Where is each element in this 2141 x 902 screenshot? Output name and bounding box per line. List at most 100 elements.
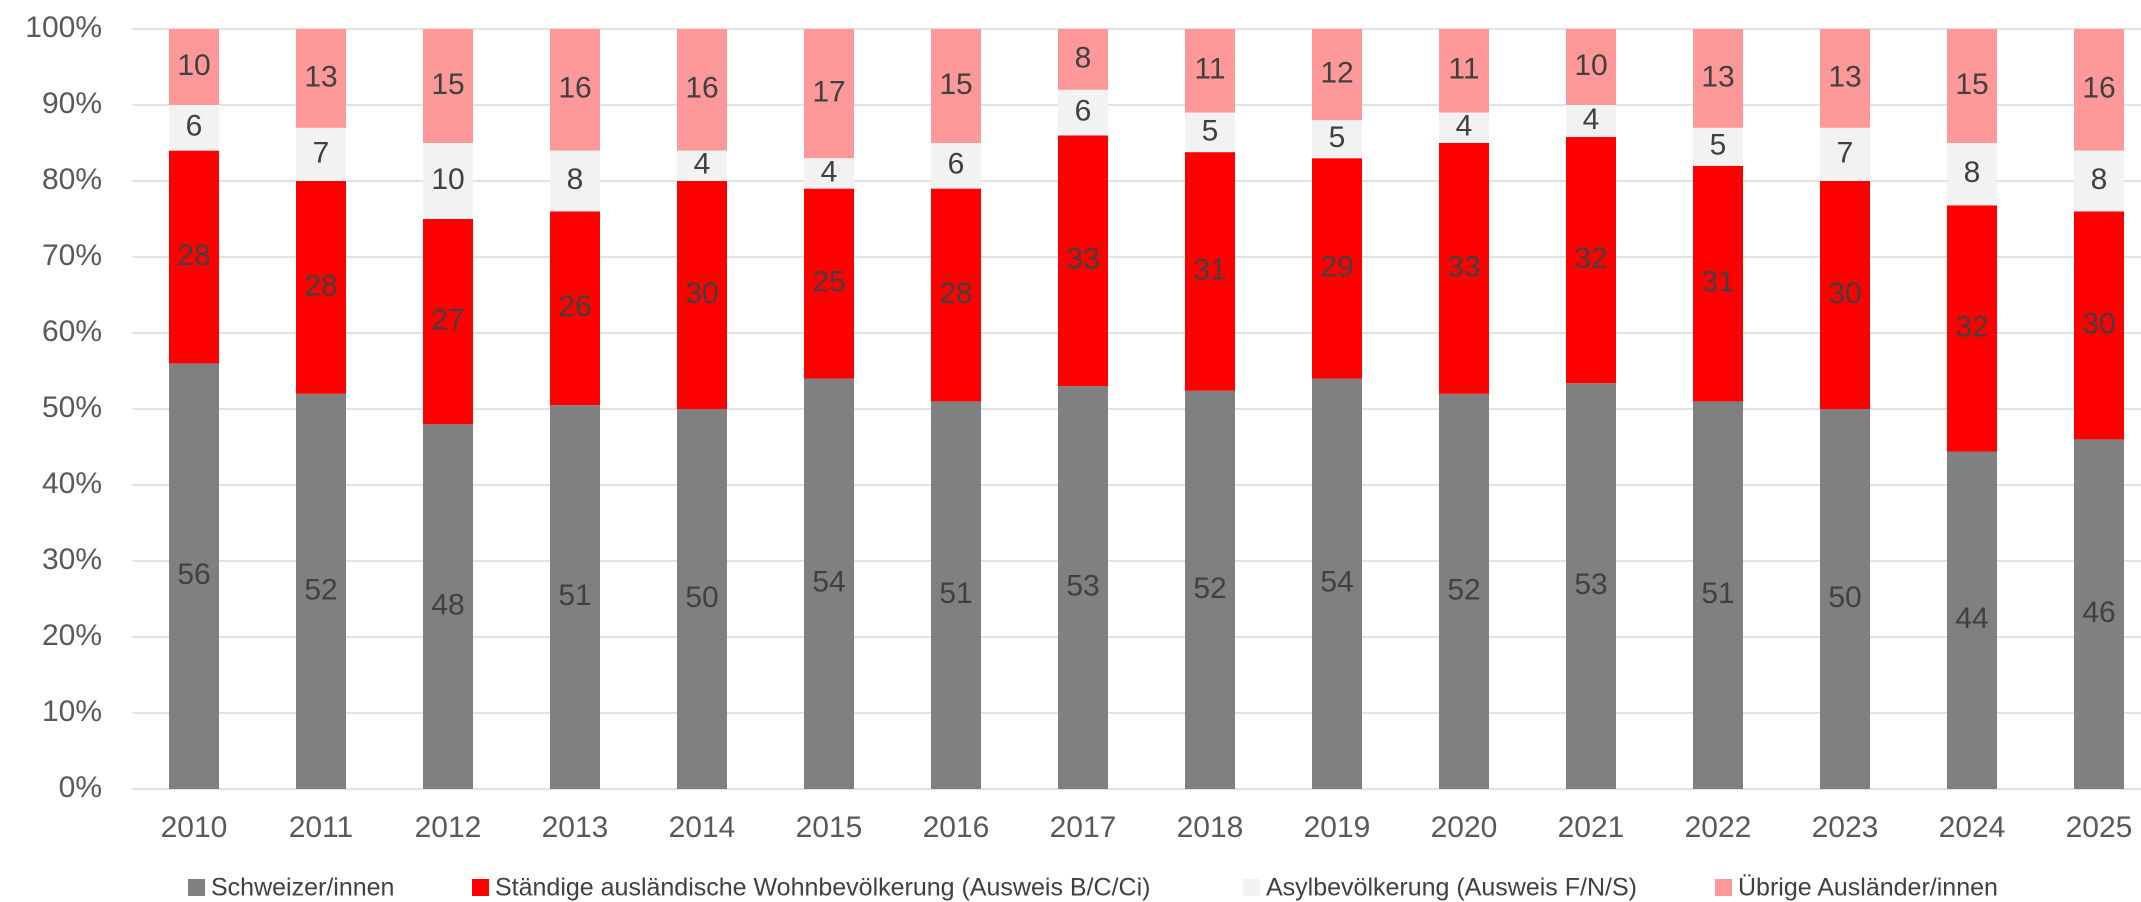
data-label: 52 [1447, 573, 1480, 606]
data-label: 16 [685, 72, 718, 105]
data-label: 32 [1574, 242, 1607, 275]
bar-segment [1820, 127, 1870, 181]
bar-segment [296, 127, 346, 181]
bar-segment [1312, 158, 1362, 379]
bar-segment [423, 219, 473, 425]
bar-segment [169, 363, 219, 789]
data-label: 30 [2082, 307, 2115, 340]
data-label: 7 [313, 136, 330, 169]
bar-segment [1693, 401, 1743, 789]
data-label: 5 [1202, 114, 1219, 147]
bar-segment [423, 29, 473, 143]
x-tick-label: 2017 [1050, 811, 1117, 844]
data-label: 29 [1320, 250, 1353, 283]
bar-segment [1185, 152, 1235, 391]
bar-segment [1312, 120, 1362, 159]
data-label: 26 [558, 290, 591, 323]
data-label: 25 [812, 266, 845, 299]
data-label: 10 [431, 163, 464, 196]
bar-segment [1312, 378, 1362, 789]
y-tick-label: 0% [59, 771, 102, 804]
bar-segment [1058, 135, 1108, 387]
data-label: 27 [431, 304, 464, 337]
data-label: 15 [939, 68, 972, 101]
y-tick-label: 90% [42, 87, 102, 120]
data-label: 4 [1583, 103, 1600, 136]
bar-segment [423, 424, 473, 789]
y-tick-label: 70% [42, 239, 102, 272]
x-tick-label: 2024 [1939, 811, 2006, 844]
y-tick-label: 60% [42, 315, 102, 348]
bar-segment [2074, 150, 2124, 212]
x-tick-label: 2021 [1558, 811, 1625, 844]
legend-swatch [1715, 879, 1732, 896]
data-label: 10 [177, 49, 210, 82]
bar-segment [677, 29, 727, 151]
bar-segment [296, 29, 346, 128]
bar-segment [1820, 181, 1870, 409]
data-label: 13 [304, 60, 337, 93]
bar-segment [2074, 439, 2124, 789]
bar-segment [169, 29, 219, 105]
data-label: 11 [1448, 53, 1479, 86]
bar-segment [931, 29, 981, 143]
legend-label: Ständige ausländische Wohnbevölkerung (A… [495, 874, 1150, 902]
data-label: 5 [1329, 121, 1346, 154]
data-label: 6 [948, 148, 965, 181]
data-label: 15 [1955, 68, 1988, 101]
bar-segment [1439, 143, 1489, 394]
data-label: 28 [177, 239, 210, 272]
bar-segment [1947, 205, 1997, 452]
y-tick-label: 100% [25, 11, 102, 44]
data-label: 4 [1456, 110, 1473, 143]
x-tick-label: 2022 [1685, 811, 1752, 844]
x-tick-label: 2019 [1304, 811, 1371, 844]
legend-swatch [188, 879, 205, 896]
bar-segment [1820, 409, 1870, 789]
data-label: 5 [1710, 129, 1727, 162]
data-label: 4 [694, 148, 711, 181]
bar-segment [677, 150, 727, 181]
x-tick-label: 2018 [1177, 811, 1244, 844]
bar-segment [296, 181, 346, 394]
bar-segment [931, 188, 981, 402]
data-label: 12 [1320, 57, 1353, 90]
bar-segment [677, 409, 727, 789]
bar-segment [1312, 29, 1362, 121]
x-tick-label: 2020 [1431, 811, 1498, 844]
bar-segment [1058, 386, 1108, 789]
data-label: 10 [1574, 49, 1607, 82]
bar-segment [1058, 89, 1108, 136]
bar-segment [550, 405, 600, 789]
data-label: 28 [304, 269, 337, 302]
legend-swatch [1243, 879, 1260, 896]
bar-segment [1058, 29, 1108, 90]
data-label: 56 [177, 558, 210, 591]
bar-segment [2074, 29, 2124, 151]
data-label: 32 [1955, 310, 1988, 343]
bar-segment [1439, 29, 1489, 113]
data-label: 30 [1828, 277, 1861, 310]
data-label: 15 [431, 68, 464, 101]
bar-segment [550, 29, 600, 151]
data-label: 17 [812, 76, 845, 109]
data-label: 31 [1701, 266, 1734, 299]
data-label: 8 [567, 163, 584, 196]
bar-segment [931, 143, 981, 189]
bar-segment [1566, 136, 1616, 384]
data-label: 6 [186, 110, 203, 143]
data-label: 28 [939, 277, 972, 310]
data-label: 51 [1701, 577, 1734, 610]
data-label: 6 [1075, 95, 1092, 128]
legend-label: Asylbevölkerung (Ausweis F/N/S) [1266, 874, 1637, 902]
bar-segment [1820, 29, 1870, 128]
bar-segment [423, 143, 473, 219]
data-label: 33 [1447, 250, 1480, 283]
data-label: 33 [1066, 243, 1099, 276]
x-tick-label: 2011 [289, 811, 354, 844]
bar-segment [804, 158, 854, 189]
y-tick-label: 20% [42, 619, 102, 652]
y-tick-label: 30% [42, 543, 102, 576]
bar-segment [931, 401, 981, 789]
bar-segment [169, 150, 219, 364]
